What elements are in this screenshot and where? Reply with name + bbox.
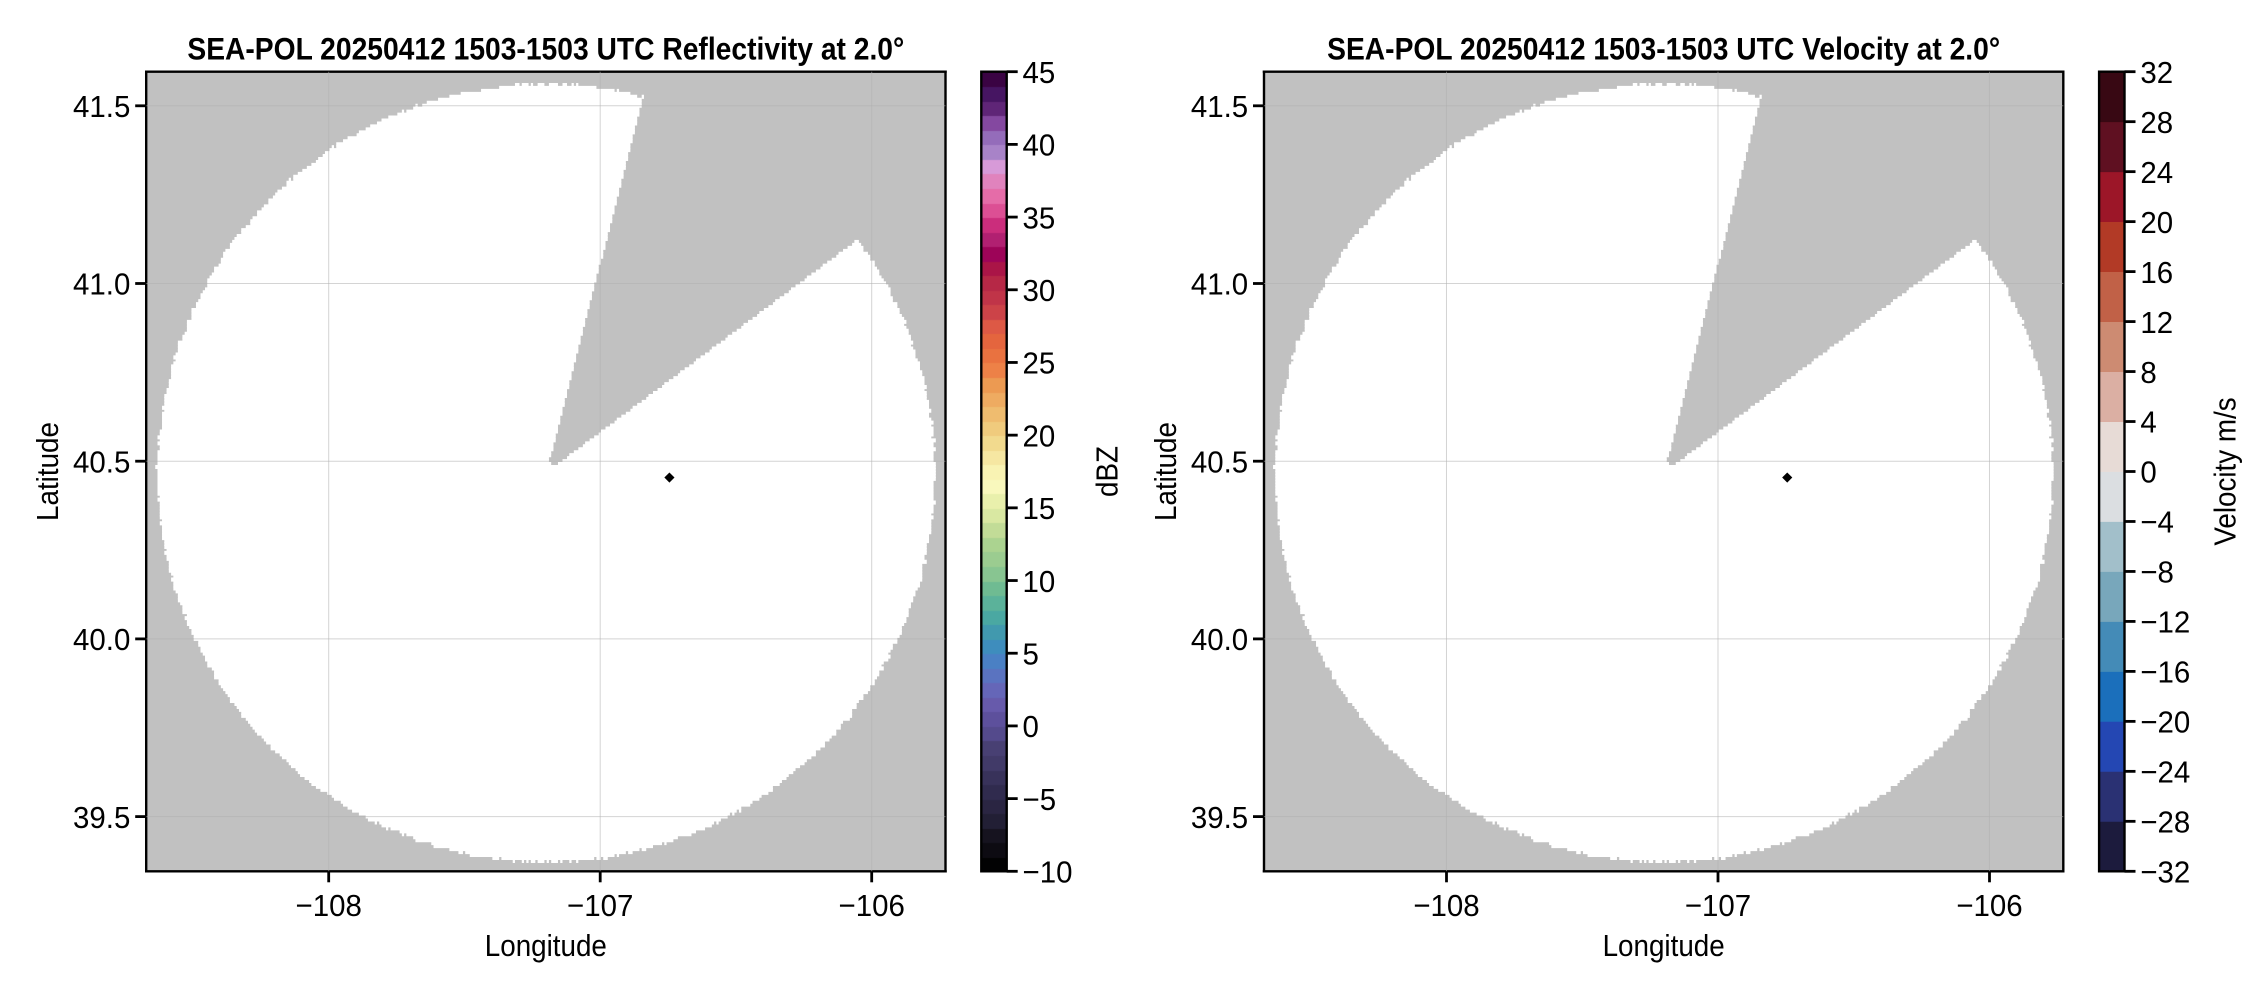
svg-text:−106: −106 <box>839 890 905 924</box>
svg-text:4: 4 <box>2140 406 2156 440</box>
svg-text:−106: −106 <box>1956 890 2022 924</box>
svg-text:20: 20 <box>2140 206 2173 240</box>
svg-text:Latitude: Latitude <box>31 422 66 521</box>
svg-text:0: 0 <box>1023 710 1039 744</box>
svg-text:SEA-POL 20250412 1503-1503 UTC: SEA-POL 20250412 1503-1503 UTC Reflectiv… <box>187 32 904 67</box>
svg-text:−16: −16 <box>2140 656 2190 690</box>
svg-text:30: 30 <box>1023 274 1056 308</box>
svg-text:−10: −10 <box>1023 856 1073 890</box>
svg-text:−4: −4 <box>2140 506 2174 540</box>
svg-text:−24: −24 <box>2140 756 2190 790</box>
svg-text:45: 45 <box>1023 56 1056 90</box>
svg-text:−20: −20 <box>2140 706 2190 740</box>
svg-text:15: 15 <box>1023 492 1056 526</box>
svg-text:dBZ: dBZ <box>1090 446 1125 497</box>
svg-text:−28: −28 <box>2140 806 2190 840</box>
svg-text:41.5: 41.5 <box>1191 90 1248 124</box>
svg-text:40.0: 40.0 <box>1191 623 1248 657</box>
svg-text:35: 35 <box>1023 202 1056 236</box>
svg-text:40.0: 40.0 <box>73 623 130 657</box>
svg-text:−8: −8 <box>2140 556 2174 590</box>
svg-text:32: 32 <box>2140 56 2173 90</box>
svg-text:Latitude: Latitude <box>1149 422 1184 521</box>
svg-text:Velocity m/s: Velocity m/s <box>2208 397 2243 545</box>
svg-text:−108: −108 <box>296 890 362 924</box>
svg-text:−32: −32 <box>2140 856 2190 890</box>
svg-text:40.5: 40.5 <box>73 446 130 480</box>
svg-text:−107: −107 <box>567 890 633 924</box>
svg-text:−12: −12 <box>2140 606 2190 640</box>
svg-text:0: 0 <box>2140 456 2156 490</box>
svg-text:41.0: 41.0 <box>1191 268 1248 302</box>
svg-text:SEA-POL 20250412 1503-1503 UTC: SEA-POL 20250412 1503-1503 UTC Velocity … <box>1327 32 2000 67</box>
svg-text:−5: −5 <box>1023 783 1057 817</box>
svg-text:10: 10 <box>1023 565 1056 599</box>
svg-text:40: 40 <box>1023 129 1056 163</box>
svg-text:Longitude: Longitude <box>1603 929 1725 964</box>
svg-text:−108: −108 <box>1413 890 1479 924</box>
svg-text:41.0: 41.0 <box>73 268 130 302</box>
svg-text:40.5: 40.5 <box>1191 446 1248 480</box>
svg-text:5: 5 <box>1023 638 1039 672</box>
svg-text:39.5: 39.5 <box>73 801 130 835</box>
svg-text:−107: −107 <box>1685 890 1751 924</box>
svg-text:24: 24 <box>2140 156 2173 190</box>
svg-text:Longitude: Longitude <box>485 929 607 964</box>
svg-text:39.5: 39.5 <box>1191 801 1248 835</box>
svg-text:8: 8 <box>2140 356 2156 390</box>
svg-text:20: 20 <box>1023 420 1056 454</box>
svg-text:16: 16 <box>2140 256 2173 290</box>
svg-text:41.5: 41.5 <box>73 90 130 124</box>
svg-text:28: 28 <box>2140 106 2173 140</box>
svg-text:25: 25 <box>1023 347 1056 381</box>
svg-text:12: 12 <box>2140 306 2173 340</box>
